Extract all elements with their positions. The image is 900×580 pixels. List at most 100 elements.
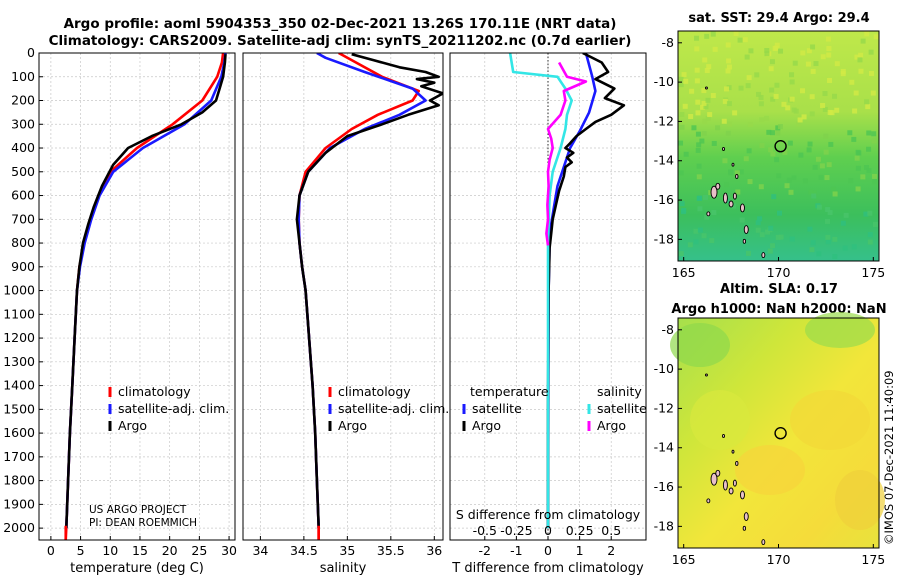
salinity-panel: 34 34.5 35 35.5 36 salinity climatology satel…: [242, 52, 449, 576]
sst-pixel: [681, 72, 687, 78]
sst-pixel: [688, 114, 694, 120]
sst-pixel: [770, 243, 776, 249]
salinity-grid: [243, 52, 443, 540]
sst-pixel: [774, 42, 780, 48]
island-shape: [743, 225, 749, 234]
island-shape: [742, 525, 747, 531]
sst-pixel: [867, 232, 873, 238]
ytick-label: 1000: [3, 283, 35, 298]
sst-pixel: [724, 182, 730, 188]
series-line-argo: [295, 53, 443, 529]
depth-yticks: 0 100 200 300 400 500 600 700 800 900 1000 1100 1200…: [3, 45, 43, 535]
sst-pixel: [867, 239, 873, 245]
sst-pixel: [758, 101, 764, 107]
map-ytick-label: -12: [654, 113, 674, 128]
sst-pixel: [864, 99, 870, 105]
sst-pixel: [757, 216, 763, 222]
sst-pixel: [771, 194, 777, 200]
sst-pixel: [710, 31, 716, 37]
sst-pixel: [810, 68, 816, 74]
sst-pixel: [712, 46, 718, 52]
legend-label: Argo: [472, 418, 501, 433]
temperature-xlabel: temperature (deg C): [70, 561, 204, 576]
series-line-argo: [65, 54, 227, 529]
legend-header-salinity: salinity: [597, 384, 642, 399]
sst-pixel: [778, 48, 784, 54]
ytick-label: 1700: [3, 449, 35, 464]
map-ytick-label: -14: [654, 440, 674, 455]
sst-pixel: [682, 103, 688, 109]
sst-pixel: [765, 229, 771, 235]
sla-blob: [670, 323, 730, 367]
sst-pixel: [789, 96, 795, 102]
sst-pixel: [818, 174, 824, 180]
map-ytick-label: -8: [662, 322, 675, 337]
sst-pixel: [809, 94, 815, 100]
sst-pixel: [726, 101, 732, 107]
sst-pixel: [679, 124, 685, 130]
island-shape: [722, 433, 725, 438]
sst-pixel: [848, 178, 854, 184]
sst-pixel: [701, 88, 707, 94]
sst-pixel: [867, 210, 873, 216]
sst-pixel: [770, 96, 776, 102]
sst-pixel: [707, 112, 713, 118]
xtick-label: -2: [479, 543, 491, 558]
island-shape: [728, 200, 734, 208]
island-shape: [704, 86, 708, 90]
ytick-label: 1600: [3, 425, 35, 440]
temperature-lines: [64, 53, 227, 540]
sst-pixel: [854, 54, 860, 60]
s-xtick-label: -0.25: [500, 523, 532, 538]
sst-pixel: [754, 72, 760, 78]
sst-pixel: [785, 105, 791, 111]
sst-pixel: [791, 175, 797, 181]
sst-pixel: [807, 141, 813, 147]
ytick-label: 100: [11, 69, 35, 84]
sst-pixel: [873, 34, 879, 40]
island-shape: [706, 211, 711, 217]
sst-pixel: [759, 232, 765, 238]
sst-pixel: [781, 101, 787, 107]
sst-pixel: [858, 52, 864, 58]
sst-pixel: [866, 146, 872, 152]
legend-label: climatology: [118, 384, 191, 399]
sst-pixel: [855, 186, 861, 192]
ytick-label: 2000: [3, 520, 35, 535]
sst-pixel: [834, 61, 840, 67]
sst-pixel: [701, 130, 707, 136]
sst-pixel: [711, 210, 717, 216]
sst-pixel: [772, 45, 778, 51]
sst-pixel: [830, 186, 836, 192]
temperature-legend: climatology satellite-adj. clim. Argo: [108, 384, 229, 433]
sst-pixel: [792, 60, 798, 66]
sst-pixel: [744, 54, 750, 60]
sst-pixel: [822, 91, 828, 97]
sst-pixel: [787, 140, 793, 146]
sst-pixel: [811, 190, 817, 196]
sst-pixel: [809, 247, 815, 253]
sst-pixel: [825, 218, 831, 224]
figure-title-line1: Argo profile: aoml 5904353_350 02-Dec-20…: [64, 16, 617, 32]
sst-pixel: [825, 239, 831, 245]
sst-pixel: [796, 121, 802, 127]
sst-pixel: [825, 234, 831, 240]
sst-pixel: [747, 179, 753, 185]
sst-pixel: [691, 125, 697, 131]
sst-pixel: [834, 107, 840, 113]
ytick-label: 400: [11, 140, 35, 155]
sst-pixel: [758, 184, 764, 190]
sst-pixel: [704, 214, 710, 220]
sst-pixel: [806, 48, 812, 54]
sst-pixel: [725, 68, 731, 74]
sst-pixel: [808, 189, 814, 195]
legend-label: Argo: [597, 418, 626, 433]
island-shape: [732, 192, 737, 200]
salinity-lines: [295, 53, 443, 540]
sst-pixel: [774, 82, 780, 88]
sst-pixel: [775, 130, 781, 136]
xtick-label: 20: [162, 543, 178, 558]
ytick-label: 300: [11, 116, 35, 131]
xtick-label: 5: [77, 543, 85, 558]
sst-float-marker: [774, 139, 787, 153]
